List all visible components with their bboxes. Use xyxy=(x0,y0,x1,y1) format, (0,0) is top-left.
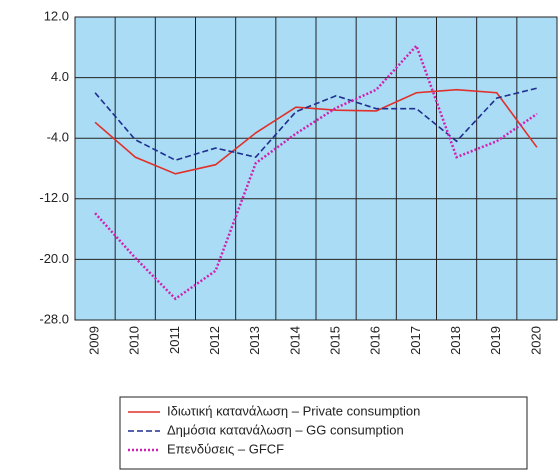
x-tick-label: 2010 xyxy=(127,326,142,355)
series-line xyxy=(94,87,538,162)
legend-label: Ιδιωτική κατανάλωση – Private consumptio… xyxy=(167,403,420,418)
x-tick-label: 2017 xyxy=(408,326,423,355)
legend-label: Επενδύσεις – GFCF xyxy=(167,441,284,456)
x-tick-label: 2013 xyxy=(247,326,262,355)
y-tick-label: -4.0 xyxy=(47,130,69,145)
y-tick-label: 12.0 xyxy=(44,8,69,23)
legend-box xyxy=(119,396,528,470)
y-tick-label: -28.0 xyxy=(39,311,69,326)
legend-label: Δημόσια κατανάλωση – GG consumption xyxy=(167,422,404,437)
x-tick-label: 2020 xyxy=(528,326,543,355)
x-tick-label: 2019 xyxy=(488,326,503,355)
x-tick-label: 2009 xyxy=(87,326,102,355)
x-tick-label: 2015 xyxy=(328,326,343,355)
plot-border xyxy=(74,16,558,321)
x-tick-label: 2012 xyxy=(207,326,222,355)
y-tick-label: -20.0 xyxy=(39,251,69,266)
x-tick-label: 2011 xyxy=(167,326,182,354)
x-tick-label: 2016 xyxy=(368,326,383,355)
y-tick-label: -12.0 xyxy=(39,190,69,205)
series-line xyxy=(94,88,538,175)
x-tick-label: 2018 xyxy=(448,326,463,355)
y-tick-label: 4.0 xyxy=(51,69,69,84)
x-tick-label: 2014 xyxy=(287,326,302,355)
